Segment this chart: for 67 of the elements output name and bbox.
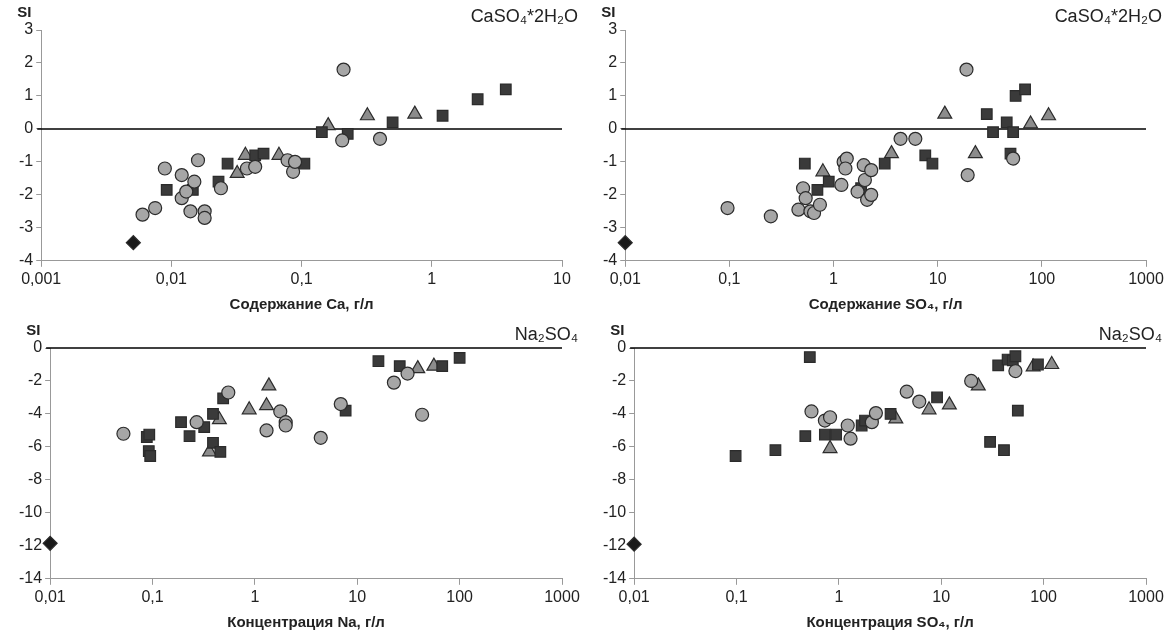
x-axis-title: Содержание Ca, г/л <box>229 295 374 313</box>
x-tick-label: 1000 <box>544 587 580 605</box>
x-tick-label: 100 <box>1030 587 1058 605</box>
y-tick-label: 1 <box>24 86 34 104</box>
y-tick-label: -1 <box>602 152 618 170</box>
y-tick-label: -8 <box>611 470 627 488</box>
x-tick-label: 10 <box>348 587 367 605</box>
y-tick-label: -10 <box>19 503 43 521</box>
y-tick-label: -4 <box>27 404 43 422</box>
y-tick-label: -3 <box>602 218 618 236</box>
text: Na₂SO₄ <box>514 323 578 344</box>
x-tick-label: 1 <box>834 587 844 605</box>
x-tick-label: 100 <box>1028 269 1056 287</box>
x-tick-label: 1 <box>829 269 839 287</box>
y-tick-label: -14 <box>603 569 627 587</box>
y-tick-label: 2 <box>24 53 34 71</box>
x-axis-title: Концентрация Na, г/л <box>227 613 385 631</box>
y-tick-label: -2 <box>27 371 43 389</box>
y-tick-label: -6 <box>611 437 627 455</box>
x-tick-label: 0,1 <box>141 587 164 605</box>
x-tick-label: 10 <box>553 269 571 287</box>
x-tick-label: 1000 <box>1128 269 1164 287</box>
x-axis-title: Концентрация SO₄, г/л <box>806 613 974 631</box>
x-axis-title: Содержание SO₄, г/л <box>808 295 963 313</box>
y-tick-label: -2 <box>611 371 627 389</box>
y-tick-label: 3 <box>24 20 34 38</box>
y-tick-label: 0 <box>24 119 34 137</box>
y-tick-label: 3 <box>608 20 618 38</box>
text: CaSO₄*2H₂O <box>1054 5 1162 26</box>
y-tick-label: -12 <box>19 536 43 554</box>
x-tick-label: 1 <box>427 269 437 287</box>
text: CaSO₄*2H₂O <box>470 5 578 26</box>
y-tick-label: 0 <box>617 338 627 356</box>
x-tick-label: 100 <box>446 587 474 605</box>
y-tick-label: -1 <box>18 152 34 170</box>
x-tick-label: 0,01 <box>609 269 641 287</box>
x-tick-label: 0,1 <box>725 587 748 605</box>
y-tick-label: -10 <box>603 503 627 521</box>
x-tick-label: 10 <box>932 587 951 605</box>
x-tick-label: 0,01 <box>618 587 650 605</box>
y-tick-label: -12 <box>603 536 627 554</box>
x-tick-label: 0,1 <box>290 269 313 287</box>
y-tick-label: -3 <box>18 218 34 236</box>
y-tick-label: 2 <box>608 53 618 71</box>
text: Na₂SO₄ <box>1098 323 1162 344</box>
x-tick-label: 0,1 <box>718 269 741 287</box>
y-axis-title: SI <box>610 320 625 338</box>
y-tick-label: -14 <box>19 569 43 587</box>
x-tick-label: 10 <box>928 269 947 287</box>
y-tick-label: 0 <box>608 119 618 137</box>
x-tick-label: 0,01 <box>34 587 66 605</box>
x-tick-label: 1000 <box>1128 587 1164 605</box>
x-tick-label: 0,01 <box>155 269 188 287</box>
x-tick-label: 0,001 <box>21 269 62 287</box>
y-tick-label: -4 <box>611 404 627 422</box>
y-tick-label: -8 <box>27 470 43 488</box>
y-tick-label: 0 <box>33 338 43 356</box>
y-axis-title: SI <box>26 320 41 338</box>
y-tick-label: -4 <box>602 251 618 269</box>
y-tick-label: -6 <box>27 437 43 455</box>
y-axis-title: SI <box>17 2 32 20</box>
y-tick-label: -2 <box>602 185 618 203</box>
x-tick-label: 1 <box>250 587 260 605</box>
y-tick-label: 1 <box>608 86 618 104</box>
y-axis-title: SI <box>601 2 616 20</box>
y-tick-label: -2 <box>18 185 34 203</box>
y-tick-label: -4 <box>18 251 34 269</box>
